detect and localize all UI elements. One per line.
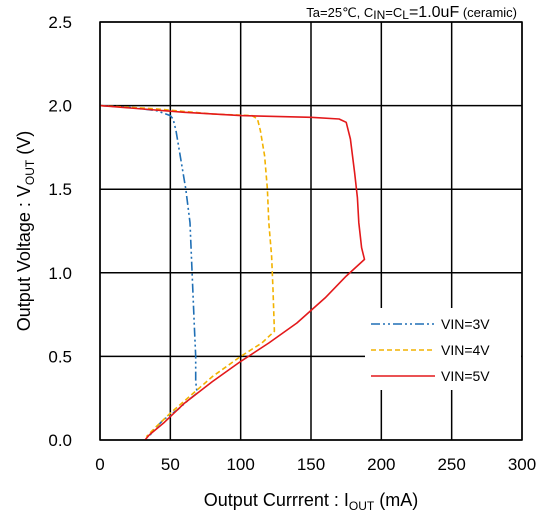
x-axis-title: Output Currrent : IOUT (mA) [204,490,418,513]
y-tick-labels: 0.0 0.5 1.0 1.5 2.0 2.5 [48,13,72,450]
y-tick-label: 1.5 [48,180,72,199]
y-tick-label: 1.0 [48,264,72,283]
legend-label-vin-5v: VIN=5V [441,368,490,384]
series-line-vin-4v [99,104,276,438]
series-line-vin-3v [99,104,198,438]
x-tick-label: 150 [297,455,325,474]
legend-label-vin-4v: VIN=4V [441,342,490,358]
x-tick-label: 50 [161,455,180,474]
y-tick-label: 2.5 [48,13,72,32]
y-tick-label: 0.5 [48,347,72,366]
x-tick-label: 250 [437,455,465,474]
legend: VIN=3V VIN=4V VIN=5V [365,308,521,390]
y-tick-label: 2.0 [48,97,72,116]
x-tick-label: 100 [226,455,254,474]
x-tick-labels: 0 50 100 150 200 250 300 [95,455,536,474]
x-tick-label: 0 [95,455,104,474]
y-axis-title: Output Voltage : VOUT (V) [14,131,37,331]
series-line-vin-5v [99,104,366,441]
x-tick-label: 200 [367,455,395,474]
condition-label: Ta=25℃, CIN=CL=1.0uF (ceramic) [306,4,517,22]
plot-frame [99,21,523,441]
legend-label-vin-3v: VIN=3V [441,316,490,332]
series-layer [99,104,366,441]
y-tick-label: 0.0 [48,431,72,450]
x-tick-label: 300 [508,455,536,474]
